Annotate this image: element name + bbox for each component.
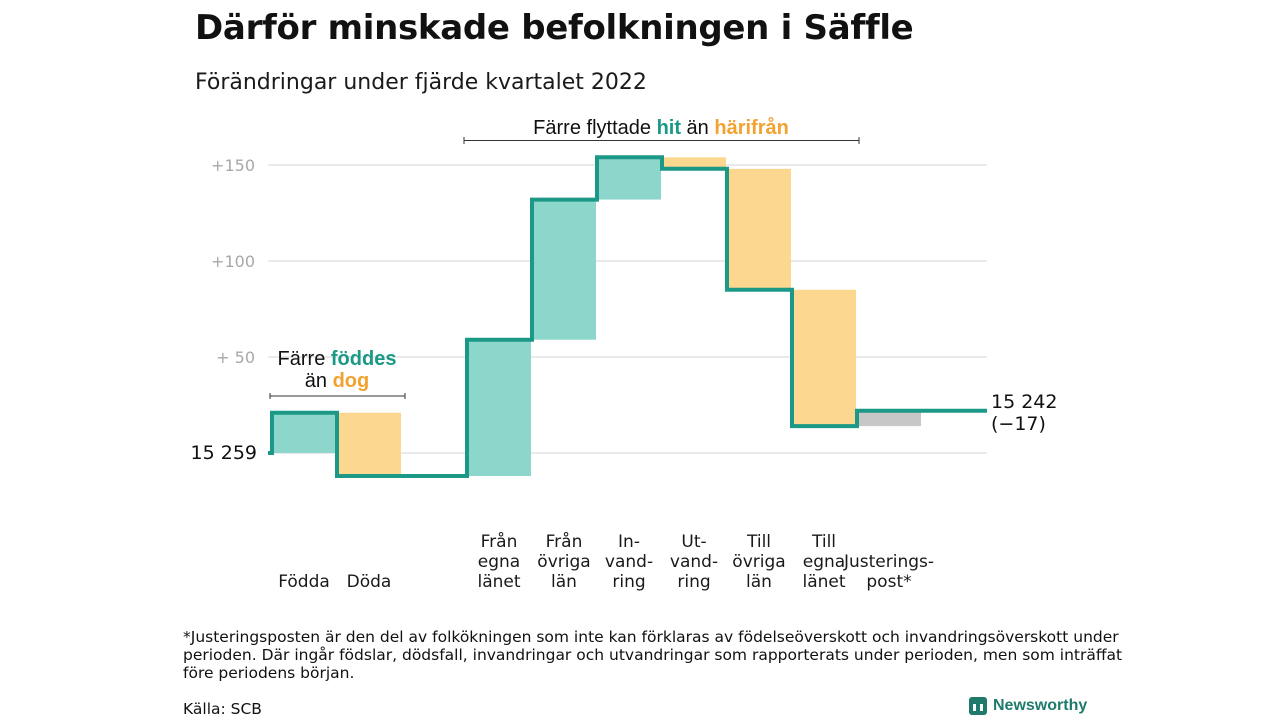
annotation-births-line2: än dog xyxy=(305,370,369,392)
bar xyxy=(597,157,661,200)
annotation-text-part: än xyxy=(305,370,333,392)
x-tick-label: län xyxy=(551,572,577,592)
x-tick-label: övriga xyxy=(732,552,785,572)
bar xyxy=(337,412,401,477)
y-tick-label: +150 xyxy=(211,156,255,175)
annotation-text-part: Färre flyttade xyxy=(533,117,656,139)
x-tick-label: länet xyxy=(477,572,520,592)
x-tick-label: Justerings- xyxy=(843,552,934,572)
footnote: *Justeringsposten är den del av folkökni… xyxy=(183,628,1123,682)
x-tick-label: vand- xyxy=(670,552,718,572)
x-tick-label: Från xyxy=(481,531,518,552)
annotation-bracket xyxy=(269,393,406,399)
annotation-text-part: än xyxy=(681,117,714,139)
bar xyxy=(727,168,791,290)
x-tick-label: egna xyxy=(478,552,520,572)
bar xyxy=(792,289,856,427)
x-tick-label: Till xyxy=(746,532,771,552)
annotation-births-line1: Färre föddes xyxy=(278,348,397,370)
bar xyxy=(467,339,531,477)
source-label: Källa: SCB xyxy=(183,700,262,718)
x-tick-label: vand- xyxy=(605,552,653,572)
annotation-text-part: härifrån xyxy=(714,116,788,139)
brand-name: Newsworthy xyxy=(993,697,1088,714)
start-value-label: 15 259 xyxy=(191,442,257,464)
x-tick-label: egna xyxy=(803,552,845,572)
x-tick-label: Ut- xyxy=(681,532,706,552)
end-change-label: (−17) xyxy=(991,413,1046,435)
annotation-bracket xyxy=(463,137,860,144)
annotation-text-part: Färre xyxy=(278,348,331,370)
x-tick-label: In- xyxy=(618,532,640,552)
x-tick-label: ring xyxy=(677,572,710,592)
y-tick-label: + 50 xyxy=(216,348,255,367)
annotation-text-part: föddes xyxy=(331,348,397,370)
bar xyxy=(857,410,921,427)
bar-chart-icon xyxy=(969,697,987,715)
x-tick-label: Till xyxy=(811,532,836,552)
x-tick-label: län xyxy=(746,572,772,592)
x-tick-label: post* xyxy=(866,572,911,592)
chart-title: Därför minskade befolkningen i Säffle xyxy=(195,8,914,48)
bar xyxy=(272,412,336,453)
x-tick-label: länet xyxy=(802,572,845,592)
x-tick-label: ring xyxy=(612,572,645,592)
newsworthy-logo: Newsworthy xyxy=(969,697,1087,715)
x-tick-label: Från xyxy=(546,531,583,552)
annotation-migration: Färre flyttade hit än härifrån xyxy=(533,116,789,139)
x-tick-label: Födda xyxy=(278,572,330,592)
annotation-text-part: dog xyxy=(333,370,370,392)
series-line xyxy=(268,155,987,478)
y-tick-label: +100 xyxy=(211,252,255,271)
x-tick-label: Döda xyxy=(347,572,392,592)
chart-subtitle: Förändringar under fjärde kvartalet 2022 xyxy=(195,70,647,95)
end-value-label: 15 242 xyxy=(991,391,1057,413)
bar xyxy=(662,157,726,169)
x-tick-label: övriga xyxy=(537,552,590,572)
annotation-text-part: hit xyxy=(657,117,682,139)
bar xyxy=(532,199,596,340)
